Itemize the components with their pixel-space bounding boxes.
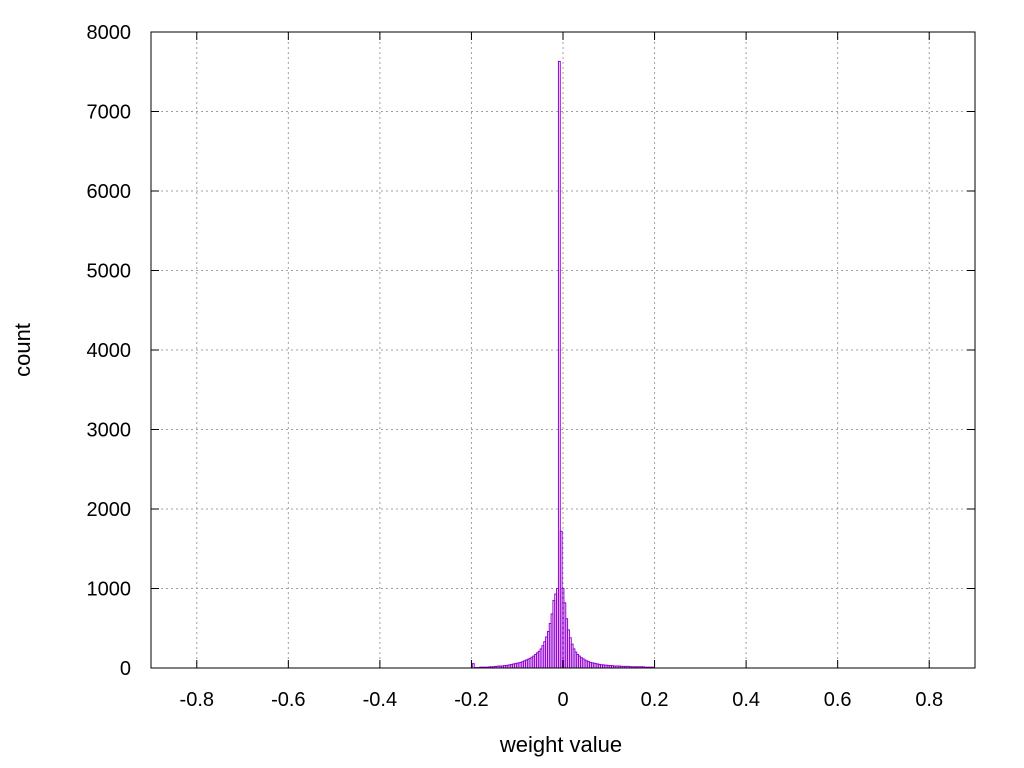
y-tick-label: 5000 <box>87 261 132 283</box>
x-tick-label: 0.8 <box>915 689 943 711</box>
x-tick-label: 0 <box>557 689 568 711</box>
y-tick-label: 0 <box>120 658 131 680</box>
x-tick-label: 0.2 <box>641 689 669 711</box>
y-tick-label: 2000 <box>87 499 132 521</box>
tick-labels-layer: -0.8 -0.6 -0.4 -0.2 0 0.2 0.4 0.6 0.8 0 1000 2000 30… <box>87 22 944 711</box>
x-tick-label: -0.2 <box>454 689 488 711</box>
x-tick-label: -0.8 <box>180 689 214 711</box>
y-tick-label: 6000 <box>87 181 132 203</box>
y-tick-label: 4000 <box>87 340 132 362</box>
y-tick-label: 3000 <box>87 420 132 442</box>
x-tick-label: 0.4 <box>732 689 760 711</box>
y-tick-label: 1000 <box>87 579 132 601</box>
ticks-layer <box>151 31 975 669</box>
y-tick-label: 7000 <box>87 102 132 124</box>
y-axis-title: count <box>10 323 35 377</box>
y-tick-label: 8000 <box>87 22 132 44</box>
x-tick-label: -0.4 <box>363 689 397 711</box>
x-tick-label: 0.6 <box>824 689 852 711</box>
x-tick-label: -0.6 <box>271 689 305 711</box>
grid-layer <box>151 31 975 669</box>
x-axis-title: weight value <box>499 732 622 757</box>
